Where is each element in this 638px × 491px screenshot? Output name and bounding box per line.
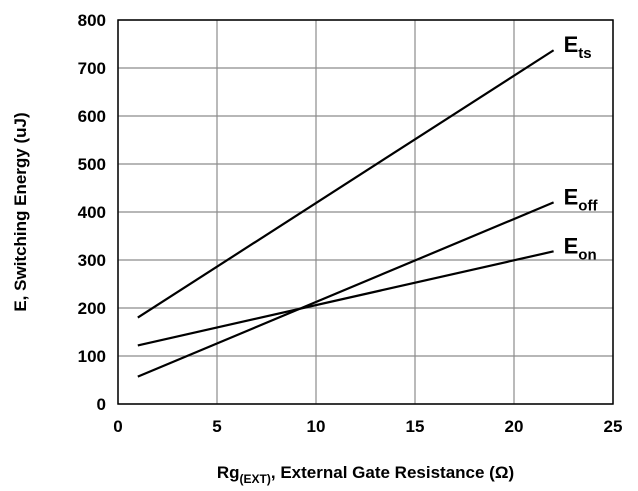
grid — [117, 19, 614, 405]
x-tick-label-3: 15 — [406, 417, 425, 436]
y-tick-label-5: 500 — [78, 155, 106, 174]
y-tick-label-3: 300 — [78, 251, 106, 270]
series-line-ets — [137, 49, 555, 319]
series-label-ets: Ets — [564, 32, 592, 62]
x-tick-label-0: 0 — [113, 417, 122, 436]
series-label-main: E — [564, 32, 579, 57]
series-label-eoff: Eoff — [564, 184, 599, 214]
series-label-eon: Eon — [564, 233, 597, 263]
y-axis-tick-labels: 0 100 200 300 400 500 600 700 800 — [78, 11, 106, 414]
x-axis-title-rest: , External Gate Resistance (Ω) — [271, 463, 514, 482]
y-axis-title: E, Switching Energy (uJ) — [11, 112, 30, 311]
y-tick-label-7: 700 — [78, 59, 106, 78]
series-lines — [137, 49, 555, 378]
series-line-eoff — [137, 201, 555, 378]
series-line-eon — [137, 250, 554, 347]
series-label-main: E — [564, 184, 579, 209]
y-tick-label-1: 100 — [78, 347, 106, 366]
x-tick-label-1: 5 — [212, 417, 221, 436]
x-tick-label-5: 25 — [604, 417, 623, 436]
x-axis-title-subscript: (EXT) — [240, 472, 271, 486]
y-tick-label-4: 400 — [78, 203, 106, 222]
series-label-subscript: on — [578, 246, 596, 263]
series-label-subscript: off — [578, 197, 598, 214]
x-axis-tick-labels: 0 5 10 15 20 25 — [113, 417, 622, 436]
x-tick-label-2: 10 — [307, 417, 326, 436]
x-axis-title: Rg(EXT), External Gate Resistance (Ω) — [217, 463, 514, 486]
x-axis-title-main: Rg — [217, 463, 240, 482]
series-label-subscript: ts — [578, 45, 591, 62]
plot-area-frame — [117, 19, 614, 405]
y-tick-label-2: 200 — [78, 299, 106, 318]
y-tick-label-6: 600 — [78, 107, 106, 126]
series-label-main: E — [564, 233, 579, 258]
x-tick-label-4: 20 — [505, 417, 524, 436]
y-tick-label-0: 0 — [97, 395, 106, 414]
y-tick-label-8: 800 — [78, 11, 106, 30]
